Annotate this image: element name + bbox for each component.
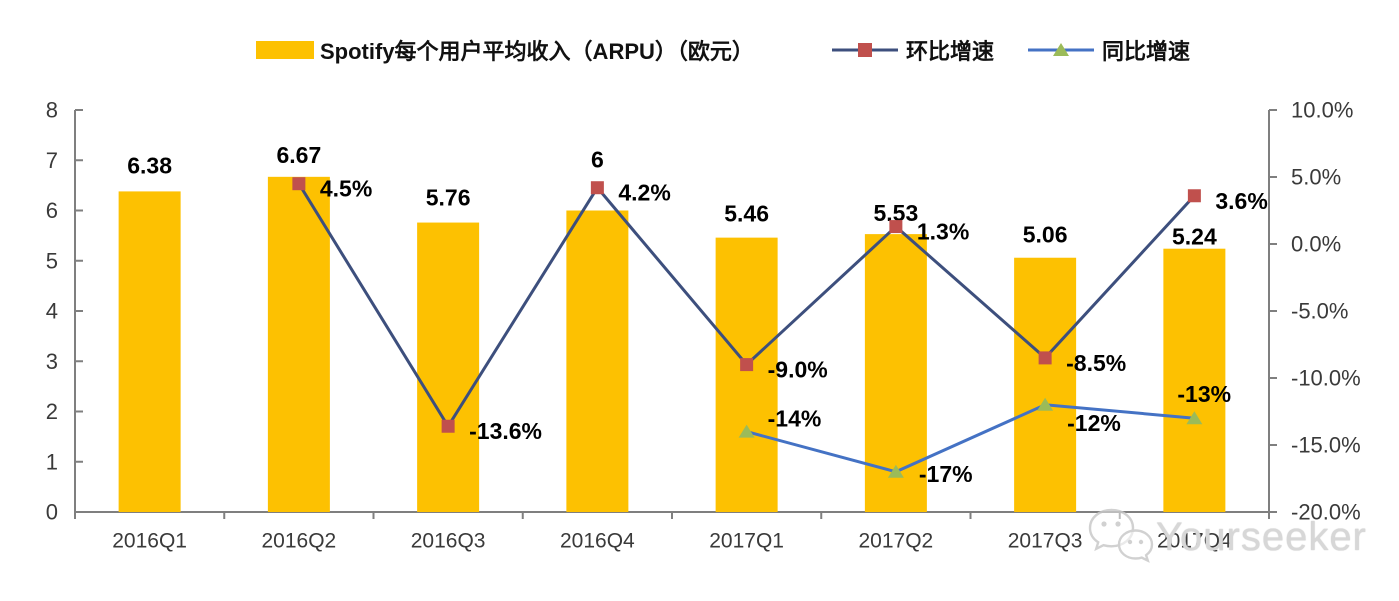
y-right-tick-label: -10.0% — [1291, 366, 1361, 391]
qoq-value-label: 4.5% — [320, 176, 372, 202]
legend-item-arpu: Spotify每个用户平均收入（ARPU）（欧元） — [256, 36, 754, 64]
bar-2016Q2 — [267, 176, 330, 512]
bar-swatch — [256, 41, 314, 59]
yoy-line-marker-swatch — [1028, 43, 1094, 56]
x-category-label: 2017Q4 — [1157, 530, 1232, 553]
x-category-label: 2017Q1 — [709, 530, 784, 553]
qoq-value-label: -8.5% — [1066, 350, 1126, 376]
bar-2016Q4 — [566, 210, 629, 512]
bar-value-label: 5.76 — [426, 185, 471, 211]
qoq-marker-2017Q3 — [1038, 351, 1052, 365]
y-left-tick-label: 7 — [46, 148, 58, 173]
bar-2017Q4 — [1163, 248, 1226, 512]
y-left-tick-label: 1 — [46, 449, 58, 474]
x-category-label: 2016Q3 — [411, 530, 486, 553]
x-category-label: 2016Q4 — [560, 530, 635, 553]
y-right-tick-label: -15.0% — [1291, 433, 1361, 458]
x-category-label: 2016Q2 — [262, 530, 337, 553]
x-category-label: 2016Q1 — [112, 530, 187, 553]
yoy-line — [746, 403, 1195, 474]
y-left-tick-label: 8 — [46, 98, 58, 123]
legend-label-arpu: Spotify每个用户平均收入（ARPU）（欧元） — [320, 39, 754, 64]
y-left-tick-label: 4 — [46, 299, 58, 324]
qoq-marker-2016Q2 — [292, 177, 306, 191]
qoq-value-label: 1.3% — [917, 219, 969, 245]
yoy-value-label: -13% — [1177, 381, 1231, 407]
yoy-value-label: -17% — [919, 461, 973, 487]
qoq-value-label: -13.6% — [469, 418, 542, 444]
bar-value-label: 5.46 — [724, 201, 769, 227]
bar-2016Q1 — [118, 191, 181, 512]
bar-2017Q3 — [1014, 257, 1077, 512]
legend-item-qoq: 环比增速 — [832, 36, 994, 64]
qoq-marker-2017Q4 — [1187, 189, 1201, 203]
yoy-marker-2017Q3 — [1037, 397, 1054, 411]
y-left-tick-label: 2 — [46, 399, 58, 424]
qoq-marker-2016Q4 — [590, 181, 604, 195]
yoy-value-label: -14% — [768, 406, 822, 432]
qoq-marker-2017Q1 — [740, 358, 754, 372]
y-right-tick-label: -20.0% — [1291, 500, 1361, 525]
y-left-tick-label: 5 — [46, 248, 58, 273]
bar-value-label: 6 — [591, 147, 604, 173]
legend-label-qoq: 环比增速 — [906, 39, 995, 64]
qoq-marker-2017Q2 — [889, 220, 903, 234]
y-right-tick-label: 5.0% — [1291, 165, 1341, 190]
legend-item-yoy: 同比增速 — [1028, 36, 1190, 64]
bar-value-label: 5.24 — [1172, 224, 1217, 250]
y-right-tick-label: 0.0% — [1291, 232, 1341, 257]
y-left-tick-label: 6 — [46, 198, 58, 223]
qoq-line-marker-swatch — [832, 43, 898, 57]
yoy-marker-2017Q4 — [1186, 411, 1203, 425]
yoy-marker-2017Q2 — [887, 464, 904, 478]
legend-label-yoy: 同比增速 — [1102, 39, 1191, 64]
chart-legend: Spotify每个用户平均收入（ARPU）（欧元） 环比增速 同比增速 — [0, 36, 1399, 66]
qoq-marker-2016Q3 — [441, 419, 455, 433]
y-left-tick-label: 0 — [46, 500, 58, 525]
y-right-tick-label: 10.0% — [1291, 98, 1353, 123]
bar-2016Q3 — [417, 222, 480, 512]
qoq-value-label: -9.0% — [768, 357, 828, 383]
x-category-label: 2017Q2 — [859, 530, 934, 553]
bar-value-label: 6.38 — [127, 152, 172, 178]
yoy-marker-2017Q1 — [738, 424, 755, 438]
x-category-label: 2017Q3 — [1008, 530, 1083, 553]
yoy-value-label: -12% — [1067, 410, 1121, 436]
bar-2017Q1 — [715, 237, 778, 512]
y-left-tick-label: 3 — [46, 349, 58, 374]
bar-value-label: 6.67 — [276, 142, 321, 168]
qoq-value-label: 4.2% — [618, 180, 670, 206]
qoq-value-label: 3.6% — [1215, 188, 1267, 214]
bar-value-label: 5.06 — [1023, 222, 1068, 248]
y-right-tick-label: -5.0% — [1291, 299, 1348, 324]
